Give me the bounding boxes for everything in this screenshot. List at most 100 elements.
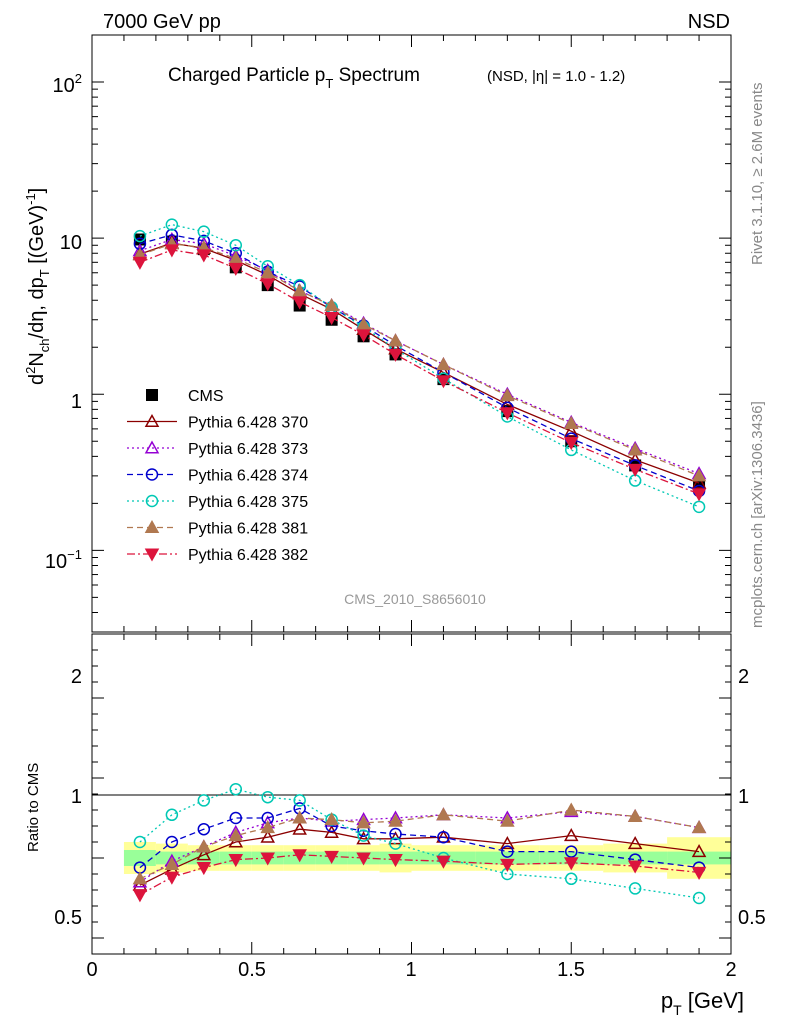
legend-marker bbox=[144, 548, 160, 562]
ratio-point bbox=[500, 858, 515, 872]
ratio-point bbox=[691, 844, 707, 858]
x-tick-label: 0.5 bbox=[238, 959, 266, 981]
rivet-label: Rivet 3.1.10, ≥ 2.6M events bbox=[749, 83, 766, 266]
ratio-y-label: Ratio to CMS bbox=[25, 763, 42, 852]
data-point bbox=[197, 225, 211, 238]
data-point bbox=[229, 239, 243, 252]
ratio-line bbox=[139, 828, 700, 886]
ratio-point bbox=[165, 835, 179, 849]
data-point bbox=[563, 415, 579, 430]
ratio-panel-frame bbox=[91, 633, 732, 955]
ratio-point bbox=[197, 794, 211, 807]
series-pythia-6-428-381 bbox=[132, 236, 707, 482]
ratio-point bbox=[627, 836, 643, 850]
ratio-point bbox=[260, 820, 275, 834]
ratio-point bbox=[563, 802, 579, 816]
ratio-point bbox=[292, 810, 307, 824]
data-point bbox=[563, 437, 579, 451]
ratio-point bbox=[388, 813, 403, 827]
ratio-panel: Ratio to CMS 2 1 0.5 2 1 0.5 0 0.5 1 1.5… bbox=[25, 633, 766, 1018]
ratio-point bbox=[691, 820, 707, 834]
legend-label: Pythia 6.428 370 bbox=[188, 415, 308, 432]
legend-entry: Pythia 6.428 370 bbox=[127, 413, 308, 432]
ratio-point bbox=[565, 872, 578, 886]
ratio-point bbox=[229, 811, 243, 825]
x-tick-label: 2 bbox=[725, 959, 736, 981]
data-point bbox=[165, 218, 179, 231]
ratio-point bbox=[229, 782, 243, 796]
ratio-point bbox=[691, 866, 707, 880]
ratio-point bbox=[389, 837, 402, 850]
legend: CMS Pythia 6.428 370 Pythia 6.428 373 Pythi… bbox=[127, 388, 308, 564]
legend-entry: Pythia 6.428 381 bbox=[127, 519, 308, 538]
ratio-point bbox=[357, 829, 370, 842]
stat-band bbox=[475, 851, 540, 865]
ratio-point bbox=[197, 822, 211, 836]
ratio-y-tick-label: 2 bbox=[71, 666, 82, 688]
x-tick-label: 1 bbox=[405, 959, 416, 981]
ratio-point bbox=[196, 862, 212, 876]
y-axis-label: d2Nch/dη, dpT [(GeV)-1] bbox=[23, 188, 52, 385]
ratio-point bbox=[292, 849, 307, 863]
series-line bbox=[139, 243, 700, 477]
series-line bbox=[139, 223, 700, 508]
legend-marker bbox=[146, 389, 158, 401]
ratio-point bbox=[628, 882, 642, 895]
chart-title: Charged Particle pT Spectrum bbox=[168, 65, 420, 91]
ratio-point bbox=[132, 871, 148, 885]
y-tick-label: 102 bbox=[53, 71, 82, 97]
mcplots-label: mcplots.cern.ch [arXiv:1306.3436] bbox=[749, 401, 766, 628]
data-point bbox=[132, 256, 148, 270]
ratio-series-pythia-6-428-374 bbox=[133, 802, 706, 874]
ratio-point bbox=[324, 812, 339, 826]
header-right: NSD bbox=[688, 11, 730, 33]
ratio-point bbox=[196, 847, 212, 861]
data-point bbox=[356, 316, 371, 330]
data-point bbox=[388, 333, 403, 347]
ratio-point bbox=[500, 836, 515, 850]
data-point bbox=[133, 229, 147, 243]
ratio-y-tick-label: 1 bbox=[71, 786, 82, 808]
data-point bbox=[627, 442, 643, 456]
y-tick-label: 1 bbox=[71, 391, 82, 413]
data-point bbox=[691, 488, 707, 502]
ratio-point bbox=[261, 790, 274, 804]
ratio-point bbox=[356, 852, 371, 866]
ratio-y-tick-label-right: 1 bbox=[738, 786, 749, 808]
legend-entry: CMS bbox=[146, 388, 224, 405]
data-point bbox=[228, 262, 244, 276]
data-point bbox=[691, 468, 707, 482]
main-panel: Charged Particle pT Spectrum (NSD, |η| =… bbox=[23, 34, 732, 633]
ratio-point bbox=[133, 835, 147, 849]
data-point bbox=[356, 329, 371, 343]
legend-label: Pythia 6.428 375 bbox=[188, 494, 308, 511]
ratio-point bbox=[692, 891, 706, 905]
series-pythia-6-428-382 bbox=[132, 244, 707, 502]
ratio-line bbox=[139, 788, 700, 899]
ratio-point bbox=[437, 830, 450, 844]
stat-band bbox=[187, 851, 220, 865]
ratio-point bbox=[228, 854, 244, 868]
ratio-series-pythia-6-428-381 bbox=[132, 802, 707, 885]
data-point bbox=[691, 475, 707, 489]
ratio-point bbox=[228, 834, 244, 848]
ratio-point bbox=[356, 831, 371, 845]
ratio-point bbox=[132, 889, 148, 903]
ratio-line bbox=[139, 809, 700, 880]
analysis-id: CMS_2010_S8656010 bbox=[344, 591, 486, 607]
ratio-point bbox=[389, 827, 402, 841]
ratio-line bbox=[139, 854, 700, 896]
legend-label: Pythia 6.428 382 bbox=[188, 547, 308, 564]
legend-entry: Pythia 6.428 373 bbox=[127, 440, 308, 458]
series-line bbox=[139, 249, 700, 495]
data-point bbox=[292, 283, 307, 297]
legend-label: CMS bbox=[188, 388, 224, 405]
header-left: 7000 GeV pp bbox=[103, 11, 221, 33]
ratio-point bbox=[500, 813, 515, 827]
y-tick-label: 10 bbox=[60, 232, 82, 254]
data-point bbox=[292, 296, 307, 310]
ratio-point bbox=[563, 828, 579, 842]
legend-marker bbox=[144, 519, 160, 534]
ratio-point bbox=[324, 824, 339, 838]
